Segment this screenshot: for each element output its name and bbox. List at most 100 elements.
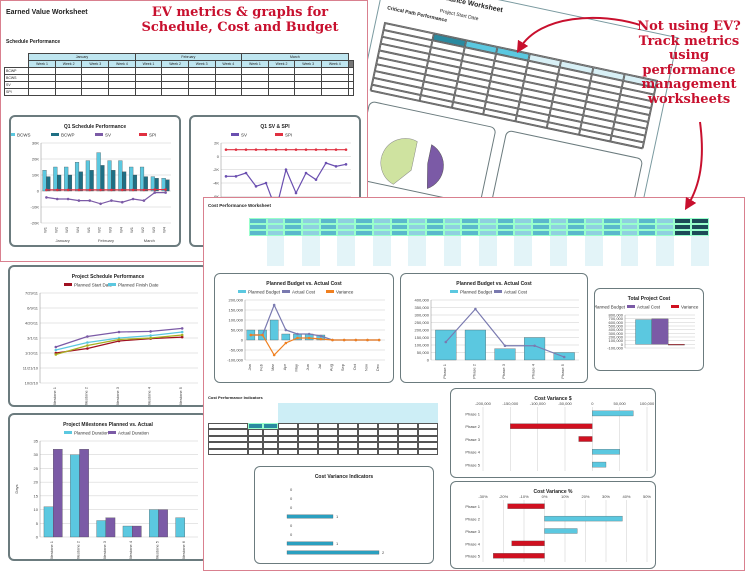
table-cell [655, 230, 674, 236]
table-cell [549, 218, 568, 224]
schedule-performance-worksheet: Schedule Performance Worksheet Project S… [343, 0, 679, 238]
tick-label: 5 [36, 521, 39, 526]
tick-label: 400,000 [415, 298, 430, 303]
table-cell [298, 416, 318, 423]
tick-label: 40% [622, 494, 630, 499]
table-cell [358, 442, 378, 449]
bar [96, 520, 106, 538]
data-point [334, 165, 338, 168]
bar [42, 170, 47, 192]
category-label: Phase 1 [465, 411, 480, 416]
table-cell [398, 403, 418, 410]
group-label: March [144, 238, 155, 243]
table-cell [603, 260, 621, 266]
ev-callout-line: Schedule, Cost and Budget [141, 19, 339, 35]
week-header: Week 2 [267, 60, 296, 68]
table-cell [585, 230, 603, 236]
category-label: W3 [64, 226, 69, 233]
legend-swatch [238, 290, 246, 293]
table-cell [549, 236, 568, 242]
table-cell [602, 218, 621, 224]
table-cell [691, 236, 709, 242]
week-header: Week 3 [187, 60, 216, 68]
table-cell [585, 224, 603, 230]
data-point [117, 338, 121, 341]
data-point [153, 188, 157, 191]
table-cell [248, 429, 263, 436]
tick-label: 150,000 [229, 308, 244, 313]
table-cell [248, 435, 263, 442]
tick-label: 0 [591, 401, 594, 406]
tick-label: 2K [214, 141, 219, 146]
table-cell [372, 254, 391, 260]
schedule-performance-label: Schedule Performance [6, 39, 61, 45]
table-cell [284, 218, 303, 224]
table-cell [691, 230, 709, 236]
table-cell [378, 442, 398, 449]
table-cell [355, 230, 373, 236]
table-cell [266, 260, 285, 266]
group-label: January [56, 238, 70, 243]
data-point [264, 181, 268, 185]
chart-title: Total Project Cost [628, 296, 671, 302]
legend-swatch [231, 133, 239, 136]
table-cell [496, 224, 515, 230]
legend-swatch [326, 290, 334, 293]
chart-psp: Project Schedule Performance Planned Star… [8, 265, 208, 407]
data-point [304, 171, 308, 175]
table-cell [358, 435, 378, 442]
category-label: Nov [364, 364, 369, 371]
bar [129, 166, 134, 192]
bar [122, 525, 133, 538]
data-point [77, 199, 81, 202]
callout-line: management [641, 77, 737, 93]
table-cell [514, 260, 533, 266]
table-cell [372, 224, 391, 230]
table-cell [514, 224, 533, 230]
table-cell [390, 218, 409, 224]
series-line [46, 191, 166, 205]
table-cell [418, 435, 438, 442]
table-cell [585, 260, 603, 266]
table-cell [338, 416, 358, 423]
category-label: Milestone 2 [83, 386, 88, 405]
table-cell [248, 422, 263, 429]
tick-label: -100,000 [227, 358, 244, 363]
table-cell [378, 429, 398, 436]
table-cell [337, 242, 356, 248]
legend-entry: Planned Budget [248, 290, 281, 295]
table-cell [443, 218, 462, 224]
table-cell [585, 218, 603, 224]
bar [158, 509, 168, 538]
data-point [142, 199, 146, 202]
tick-label: -20% [499, 494, 509, 499]
data-point [110, 188, 113, 192]
category-label: Jan [247, 364, 252, 370]
table-cell [443, 242, 462, 248]
week-header: Week 4 [108, 60, 136, 68]
data-point [314, 148, 318, 151]
table-cell [319, 224, 338, 230]
bar [435, 329, 457, 361]
table-cell [278, 409, 298, 416]
bar [53, 166, 58, 192]
table-cell [390, 230, 409, 236]
table-cell [479, 224, 497, 230]
table-cell [408, 254, 426, 260]
legend-entry: Actual Cost [292, 290, 316, 295]
category-label: Phase 4 [465, 541, 480, 546]
legend-entry: SPI [285, 133, 292, 138]
legend-swatch [95, 133, 103, 136]
tick-label: 10 [34, 507, 39, 512]
table-cell [398, 416, 418, 423]
tick-label: -2K [213, 167, 220, 172]
table-cell [358, 422, 378, 429]
bar [286, 514, 334, 519]
table-cell [479, 248, 497, 254]
tick-label: -30% [478, 494, 488, 499]
table-cell [418, 422, 438, 429]
legend-swatch [627, 305, 635, 308]
category-label: Milestone 5 [155, 540, 160, 559]
data-point [86, 344, 89, 347]
bar [70, 454, 80, 538]
